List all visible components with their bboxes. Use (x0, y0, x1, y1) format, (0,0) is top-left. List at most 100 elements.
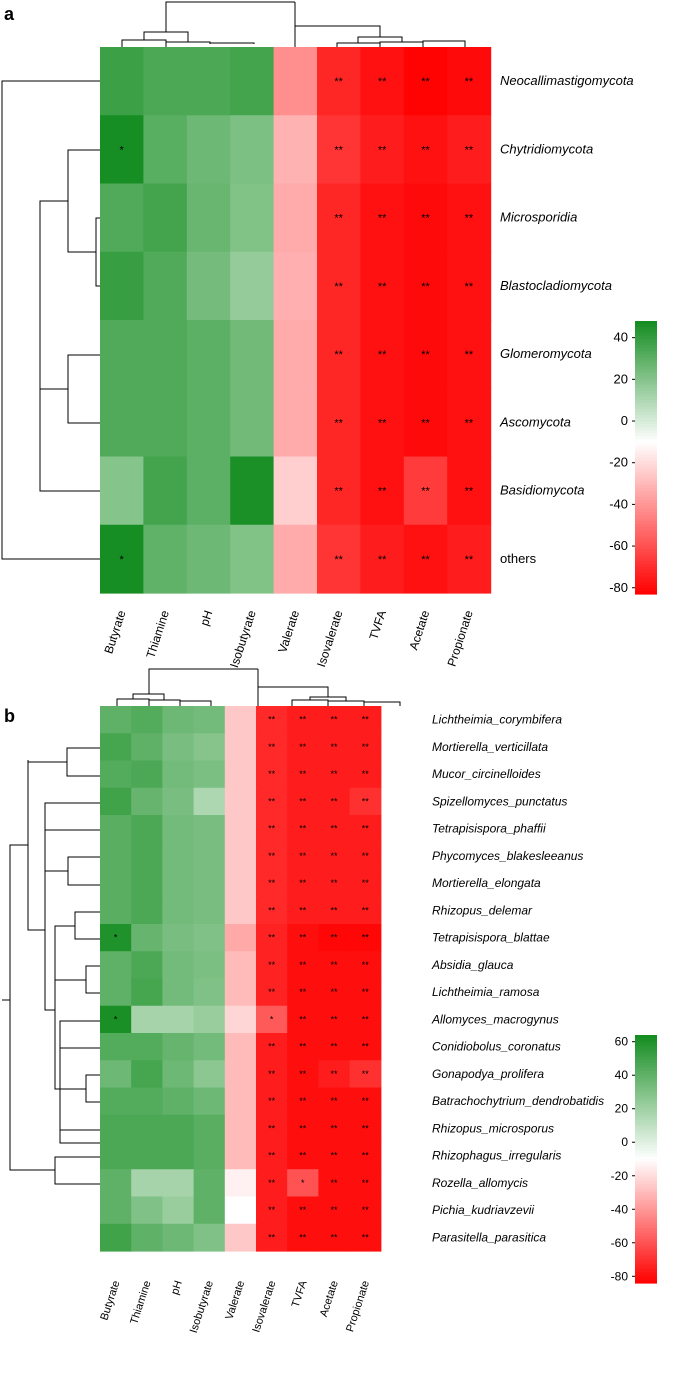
significance-mark: ** (465, 554, 474, 566)
heatmap-cell (287, 1142, 319, 1170)
heatmap-cell (131, 1087, 163, 1116)
heatmap-cell (100, 842, 132, 871)
significance-mark: ** (299, 1123, 307, 1133)
heatmap-cell (193, 815, 226, 843)
heatmap-cell (256, 1060, 288, 1089)
heatmap-cell (447, 251, 492, 321)
heatmap-cell (230, 456, 275, 526)
significance-mark: ** (362, 1178, 370, 1188)
significance-mark: ** (421, 76, 430, 88)
colorbar-segment (635, 1280, 657, 1284)
significance-mark: ** (330, 851, 338, 861)
colorbar-segment (635, 554, 657, 559)
heatmap-cell (143, 388, 188, 458)
significance-mark: ** (378, 486, 387, 498)
row-label: Pichia_kudriavzevii (432, 1203, 534, 1217)
colorbar-segment (635, 551, 657, 556)
significance-mark: ** (268, 1042, 276, 1052)
heatmap-cell (193, 733, 226, 762)
heatmap-cell (349, 1169, 382, 1198)
heatmap-cell (193, 1223, 226, 1252)
heatmap-cell (287, 896, 319, 925)
heatmap-cell (100, 388, 144, 458)
heatmap-cell (162, 787, 195, 816)
colorbar-tick-label: -40 (611, 1202, 629, 1216)
heatmap-cell (447, 115, 492, 185)
heatmap-cell (287, 1169, 319, 1198)
significance-mark: * (114, 933, 118, 943)
heatmap-cell (162, 1033, 195, 1061)
row-label: Rozella_allomycis (432, 1176, 528, 1190)
heatmap-cell (100, 1033, 132, 1061)
heatmap-cell (224, 1169, 257, 1198)
significance-mark: ** (299, 1205, 307, 1215)
row-label: Chytridiomycota (500, 141, 593, 156)
colorbar-segment (635, 509, 657, 513)
colorbar-segment (635, 1172, 657, 1177)
colorbar-segment (635, 1167, 657, 1171)
colorbar-tick-label: 60 (615, 1035, 629, 1049)
significance-mark: ** (362, 987, 370, 997)
heatmap-cell (162, 1005, 195, 1034)
colorbar-segment (635, 342, 657, 346)
heatmap-cell (256, 1087, 288, 1116)
significance-mark: ** (330, 1096, 338, 1106)
heatmap-cell (256, 760, 288, 789)
significance-mark: ** (268, 851, 276, 861)
heatmap-cell (186, 183, 231, 253)
heatmap-cell (360, 251, 405, 321)
heatmap-cell (193, 1005, 226, 1034)
heatmap-cell (318, 733, 351, 762)
heatmap-cell (287, 733, 319, 762)
significance-mark: ** (330, 1205, 338, 1215)
colorbar-segment (635, 360, 657, 365)
heatmap-cell (131, 1223, 163, 1252)
colorbar-segment (635, 469, 657, 474)
heatmap-cell (193, 760, 226, 789)
heatmap-cell (100, 251, 144, 321)
row-label: Mortierella_elongata (432, 876, 541, 890)
significance-mark: ** (330, 742, 338, 752)
heatmap-cell (100, 115, 144, 185)
heatmap-cell (131, 1142, 163, 1170)
heatmap-cell (230, 320, 275, 389)
row-label: Tetrapisispora_blattae (432, 931, 550, 945)
colorbar-segment (635, 1249, 657, 1254)
colorbar-segment (635, 512, 657, 516)
colorbar-segment (635, 1255, 657, 1259)
heatmap-cell (287, 1114, 319, 1143)
significance-mark: ** (299, 1042, 307, 1052)
significance-mark: ** (330, 1178, 338, 1188)
heatmap-cell (224, 1033, 257, 1061)
significance-mark: ** (378, 213, 387, 225)
heatmap-cell (318, 1223, 351, 1252)
significance-mark: ** (299, 742, 307, 752)
significance-mark: ** (362, 1232, 370, 1242)
colorbar-segment (635, 1238, 657, 1243)
colorbar-segment (635, 1136, 657, 1141)
colorbar-segment (635, 1103, 657, 1108)
heatmap-cell (193, 1060, 226, 1089)
colorbar-segment (635, 1170, 657, 1174)
heatmap-cell (256, 1114, 288, 1143)
colorbar-segment (635, 1211, 657, 1215)
heatmap-cell (318, 1005, 351, 1034)
row-label: Ascomycota (499, 414, 571, 429)
colorbar-segment (635, 1051, 657, 1055)
heatmap-cell (186, 115, 231, 185)
heatmap-cell (230, 251, 275, 321)
colorbar-segment (635, 351, 657, 355)
colorbar-segment (635, 524, 657, 528)
significance-mark: ** (299, 1151, 307, 1161)
significance-mark: ** (362, 1096, 370, 1106)
heatmap-cell (193, 978, 226, 1007)
colorbar-segment (635, 1092, 657, 1097)
heatmap-cell (131, 842, 163, 871)
significance-mark: ** (362, 851, 370, 861)
heatmap-cell (162, 1142, 195, 1170)
heatmap-cell (131, 1060, 163, 1089)
heatmap-cell (317, 456, 361, 526)
significance-mark: ** (334, 486, 343, 498)
heatmap-cell (224, 869, 257, 898)
significance-mark: ** (465, 486, 474, 498)
